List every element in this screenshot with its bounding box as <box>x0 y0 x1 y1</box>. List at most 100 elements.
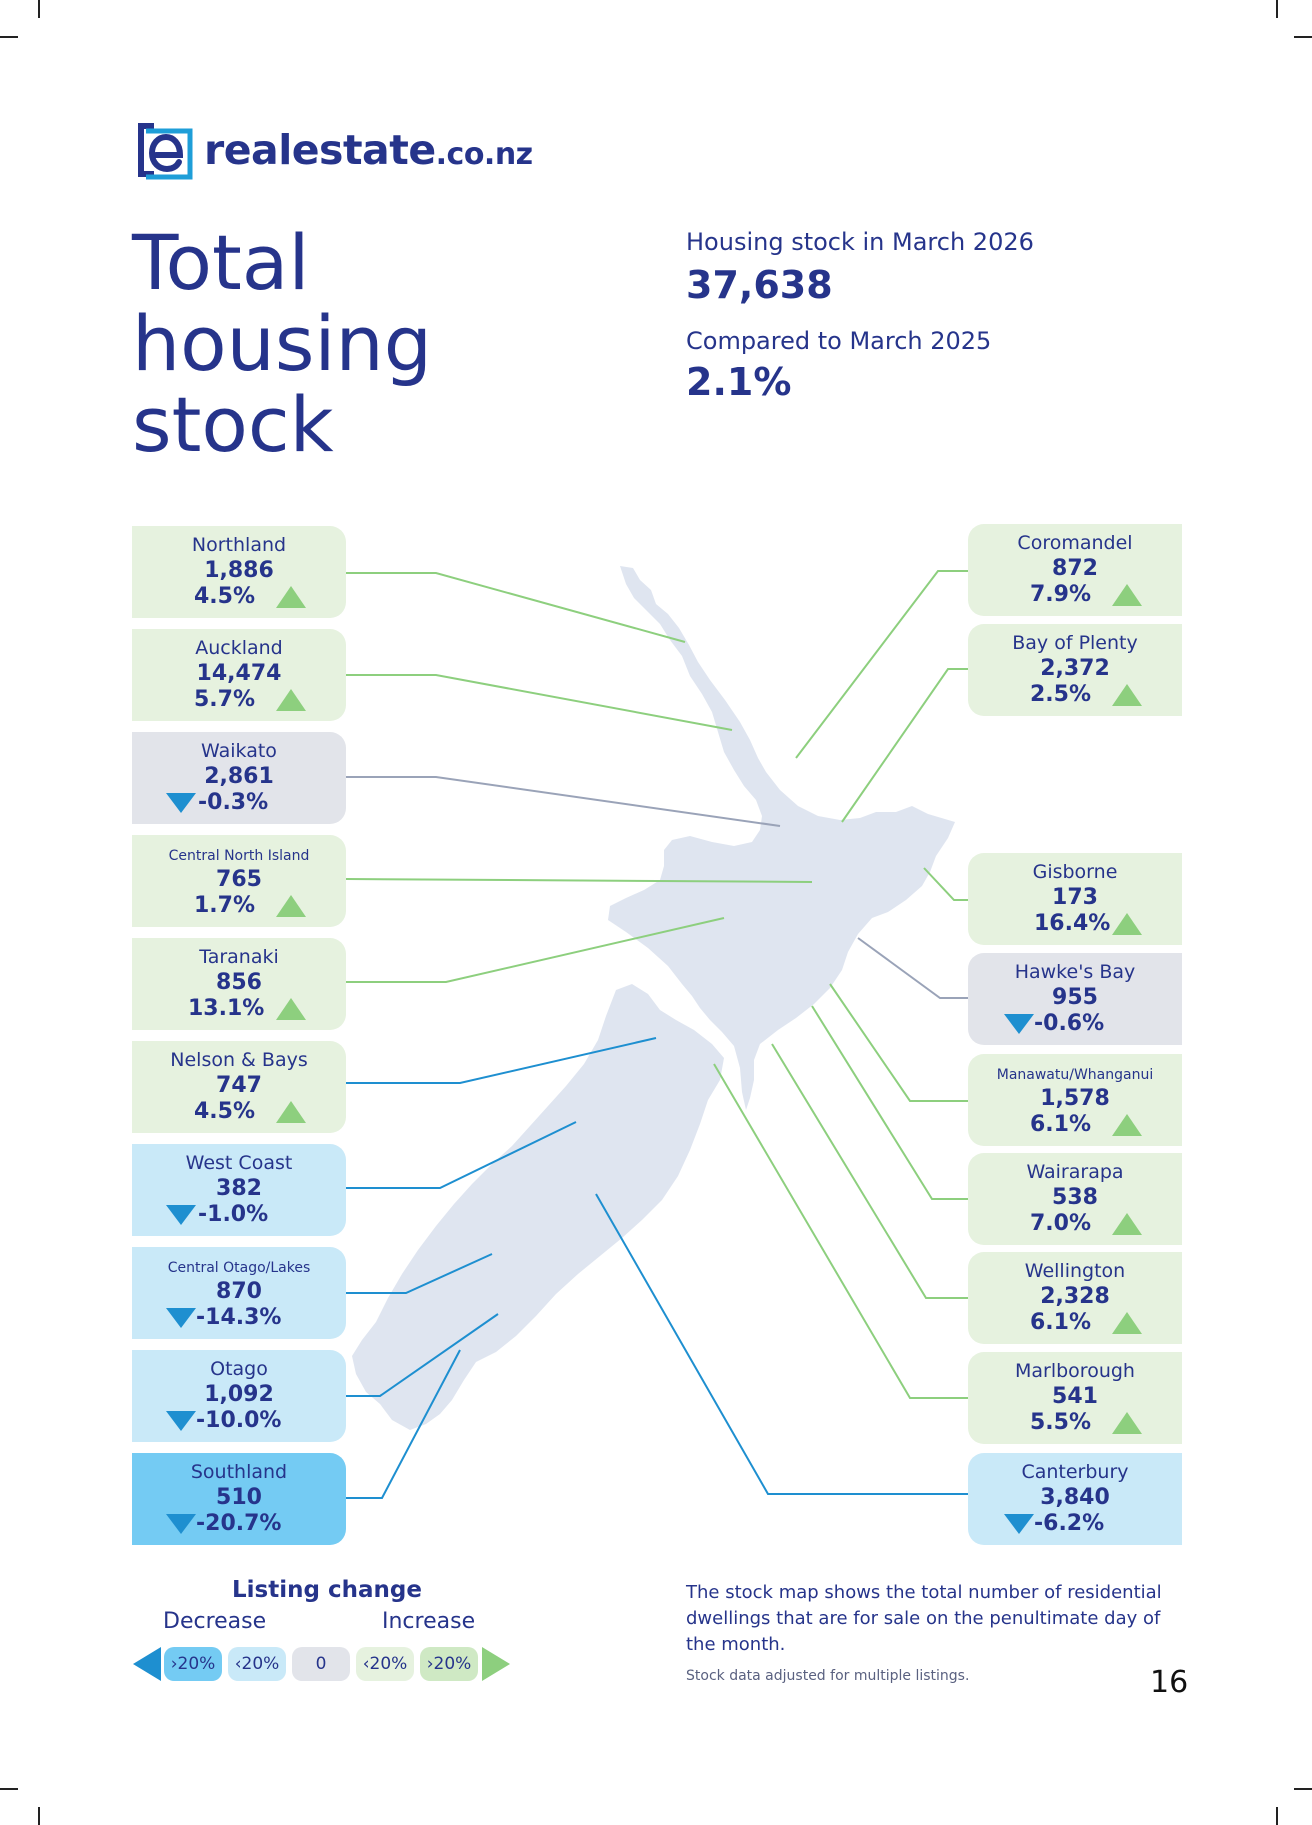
crop-mark <box>1276 0 1278 18</box>
region-count: 538 <box>1052 1185 1098 1210</box>
page-number: 16 <box>1150 1665 1189 1700</box>
region-card-west-coast[interactable]: West Coast 382 -1.0% <box>132 1144 346 1236</box>
legend-decrease-label: Decrease <box>163 1609 267 1634</box>
region-change: 5.5% <box>1030 1410 1092 1435</box>
increase-arrow-icon <box>276 586 306 608</box>
decrease-arrow-icon <box>166 1308 196 1328</box>
region-name: Wairarapa <box>1026 1161 1124 1183</box>
page-title: Total housing stock <box>132 222 432 465</box>
region-change: 13.1% <box>188 996 265 1021</box>
region-count: 3,840 <box>1040 1485 1110 1510</box>
increase-arrow-icon <box>1112 913 1142 935</box>
region-count: 2,861 <box>204 764 274 789</box>
title-line: stock <box>132 380 334 469</box>
region-card-southland[interactable]: Southland 510 -20.7% <box>132 1453 346 1545</box>
brand-logo-icon <box>138 123 193 180</box>
region-change: -1.0% <box>198 1202 269 1227</box>
region-count: 2,372 <box>1040 656 1110 681</box>
region-card-hawkes-bay[interactable]: Hawke's Bay 955 -0.6% <box>968 953 1182 1045</box>
connector-gisborne <box>923 867 968 901</box>
decrease-arrow-icon <box>166 1514 196 1534</box>
region-count: 747 <box>216 1073 262 1098</box>
region-name: Marlborough <box>1015 1360 1135 1382</box>
region-change: 16.4% <box>1034 911 1111 936</box>
south-island-shape <box>352 984 724 1430</box>
brand-logo[interactable]: realestate.co.nz <box>132 117 533 183</box>
region-count: 872 <box>1052 556 1098 581</box>
legend-decrease-arrow-icon <box>133 1647 161 1681</box>
region-card-taranaki[interactable]: Taranaki 856 13.1% <box>132 938 346 1030</box>
region-change: -20.7% <box>196 1511 282 1536</box>
region-card-waikato[interactable]: Waikato 2,861 -0.3% <box>132 732 346 824</box>
connector-hawkes-bay <box>857 937 968 999</box>
region-change: 7.0% <box>1030 1211 1092 1236</box>
stock-value: 37,638 <box>686 263 833 307</box>
crop-mark <box>38 0 40 18</box>
region-count: 870 <box>216 1279 262 1304</box>
connector-central-otago <box>346 1253 493 1294</box>
region-card-manawatu-whanganui[interactable]: Manawatu/Whanganui 1,578 6.1% <box>968 1054 1182 1146</box>
decrease-arrow-icon <box>166 1205 196 1225</box>
region-name: Central Otago/Lakes <box>167 1260 311 1276</box>
increase-arrow-icon <box>1112 1213 1142 1235</box>
connector-northland <box>346 572 686 643</box>
legend-increase-arrow-icon <box>482 1647 510 1681</box>
region-name: Nelson & Bays <box>170 1049 308 1071</box>
region-card-bay-of-plenty[interactable]: Bay of Plenty 2,372 2.5% <box>968 624 1182 716</box>
region-card-nelson-bays[interactable]: Nelson & Bays 747 4.5% <box>132 1041 346 1133</box>
region-card-central-north-island[interactable]: Central North Island 765 1.7% <box>132 835 346 927</box>
connector-lines-left <box>345 572 813 1499</box>
connector-bay-of-plenty <box>841 668 968 823</box>
region-count: 382 <box>216 1176 262 1201</box>
crop-mark <box>1294 36 1312 38</box>
region-card-canterbury[interactable]: Canterbury 3,840 -6.2% <box>968 1453 1182 1545</box>
connector-lines-right <box>595 570 968 1495</box>
region-count: 173 <box>1052 885 1098 910</box>
crop-mark <box>1276 1807 1278 1825</box>
connector-marlborough <box>713 1063 968 1399</box>
legend-chip-decrease: ‹20% <box>228 1647 286 1681</box>
region-change: 4.5% <box>194 584 256 609</box>
connector-otago <box>346 1313 499 1397</box>
region-card-wairarapa[interactable]: Wairarapa 538 7.0% <box>968 1153 1182 1245</box>
decrease-arrow-icon <box>1004 1514 1034 1534</box>
footnote-small: Stock data adjusted for multiple listing… <box>686 1668 970 1684</box>
region-card-northland[interactable]: Northland 1,886 4.5% <box>132 526 346 618</box>
region-count: 14,474 <box>196 661 282 686</box>
footnote: The stock map shows the total number of … <box>686 1582 1162 1655</box>
region-name: Hawke's Bay <box>1014 961 1136 983</box>
region-change: 5.7% <box>194 687 256 712</box>
increase-arrow-icon <box>1112 1312 1142 1334</box>
region-card-coromandel[interactable]: Coromandel 872 7.9% <box>968 524 1182 616</box>
legend-title: Listing change <box>232 1577 422 1603</box>
legend-increase-label: Increase <box>382 1609 476 1634</box>
region-card-wellington[interactable]: Wellington 2,328 6.1% <box>968 1252 1182 1344</box>
title-line: Total <box>132 218 310 307</box>
region-change: 6.1% <box>1030 1310 1092 1335</box>
crop-mark <box>1294 1788 1312 1790</box>
region-change: 6.1% <box>1030 1112 1092 1137</box>
region-change: -6.2% <box>1034 1511 1105 1536</box>
region-name: Northland <box>191 534 287 556</box>
region-change: -0.6% <box>1034 1011 1105 1036</box>
region-name: Bay of Plenty <box>1012 632 1138 654</box>
connector-wairarapa <box>811 1005 968 1200</box>
region-card-gisborne[interactable]: Gisborne 173 16.4% <box>968 853 1182 945</box>
region-card-auckland[interactable]: Auckland 14,474 5.7% <box>132 629 346 721</box>
connector-central-north-island <box>345 878 813 883</box>
region-name: Gisborne <box>1032 861 1118 883</box>
increase-arrow-icon <box>1112 584 1142 606</box>
region-count: 541 <box>1052 1384 1098 1409</box>
region-card-central-otago-lakes[interactable]: Central Otago/Lakes 870 -14.3% <box>132 1247 346 1339</box>
decrease-arrow-icon <box>166 793 196 813</box>
legend-chip-increase: ‹20% <box>356 1647 414 1681</box>
decrease-arrow-icon <box>1004 1014 1034 1034</box>
region-count: 510 <box>216 1485 262 1510</box>
region-change: -10.0% <box>196 1408 282 1433</box>
region-count: 765 <box>216 867 262 892</box>
legend-chip-strong-increase: ›20% <box>420 1647 478 1681</box>
connector-taranaki <box>346 917 725 983</box>
region-card-marlborough[interactable]: Marlborough 541 5.5% <box>968 1352 1182 1444</box>
region-name: Canterbury <box>1021 1461 1129 1483</box>
region-card-otago[interactable]: Otago 1,092 -10.0% <box>132 1350 346 1442</box>
